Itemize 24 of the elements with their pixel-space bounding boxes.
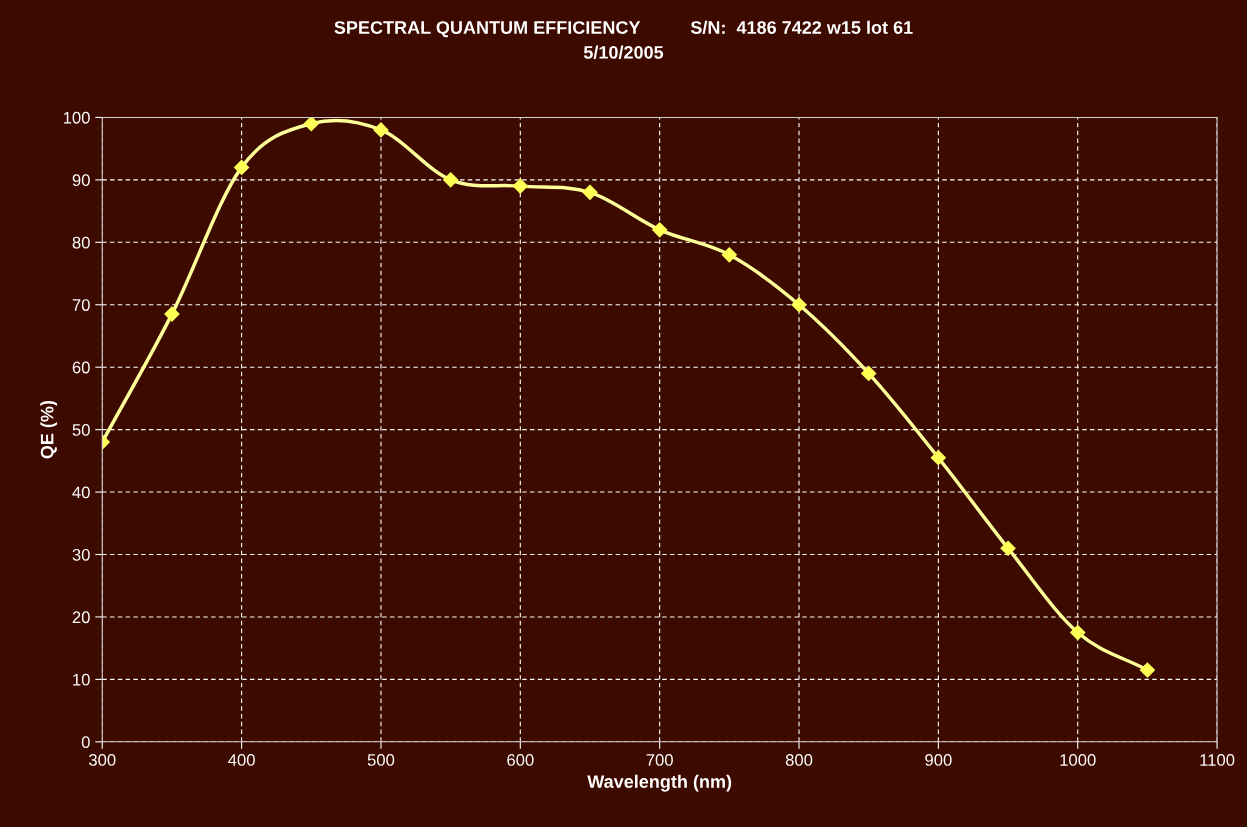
- y-tick-label: 80: [72, 236, 90, 249]
- y-tick-label: 30: [72, 548, 90, 561]
- y-axis-title: QE (%): [40, 400, 58, 459]
- y-tick-label: 20: [72, 611, 90, 624]
- y-tick-label: 70: [72, 299, 90, 311]
- chart-title: SPECTRAL QUANTUM EFFICIENCY S/N: 4186 7422 w15 lot 61: [334, 20, 913, 38]
- x-tick-label: 300: [88, 754, 116, 766]
- x-tick-label: 700: [646, 754, 673, 766]
- y-tick-label: 100: [63, 111, 90, 124]
- y-tick-label: 60: [72, 361, 90, 374]
- x-tick-label: 1100: [1200, 754, 1235, 766]
- y-tick-label: 50: [72, 424, 90, 436]
- y-tick-label: 10: [73, 673, 90, 686]
- x-tick-label: 400: [228, 754, 255, 766]
- y-tick-label: 40: [72, 486, 90, 499]
- x-axis-title: Wavelength (nm): [587, 774, 732, 792]
- x-tick-label: 900: [925, 754, 952, 766]
- x-tick-label: 600: [507, 754, 534, 766]
- x-tick-label: 1000: [1060, 754, 1096, 766]
- x-tick-label: 800: [785, 754, 813, 766]
- y-tick-label: 90: [72, 174, 90, 187]
- chart-subtitle: 5/10/2005: [583, 45, 664, 59]
- y-tick-label: 0: [81, 736, 90, 749]
- x-tick-label: 500: [367, 754, 395, 766]
